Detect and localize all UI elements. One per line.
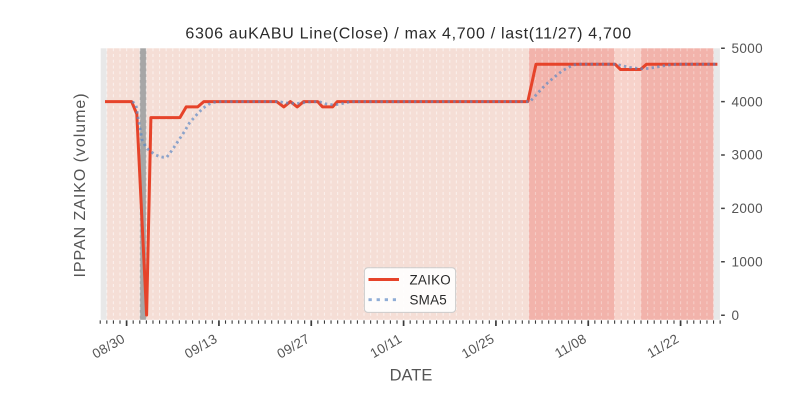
svg-text:0: 0 xyxy=(732,308,740,323)
svg-text:5000: 5000 xyxy=(732,41,763,56)
svg-text:4000: 4000 xyxy=(732,94,763,109)
svg-text:IPPAN ZAIKO (volume): IPPAN ZAIKO (volume) xyxy=(72,93,89,278)
svg-text:SMA5: SMA5 xyxy=(410,293,447,308)
svg-text:1000: 1000 xyxy=(732,255,763,270)
svg-text:2000: 2000 xyxy=(732,201,763,216)
svg-text:ZAIKO: ZAIKO xyxy=(410,272,451,287)
svg-text:6306 auKABU Line(Close) / max: 6306 auKABU Line(Close) / max 4,700 / la… xyxy=(185,26,631,43)
svg-text:DATE: DATE xyxy=(390,366,433,384)
svg-text:3000: 3000 xyxy=(732,148,763,163)
